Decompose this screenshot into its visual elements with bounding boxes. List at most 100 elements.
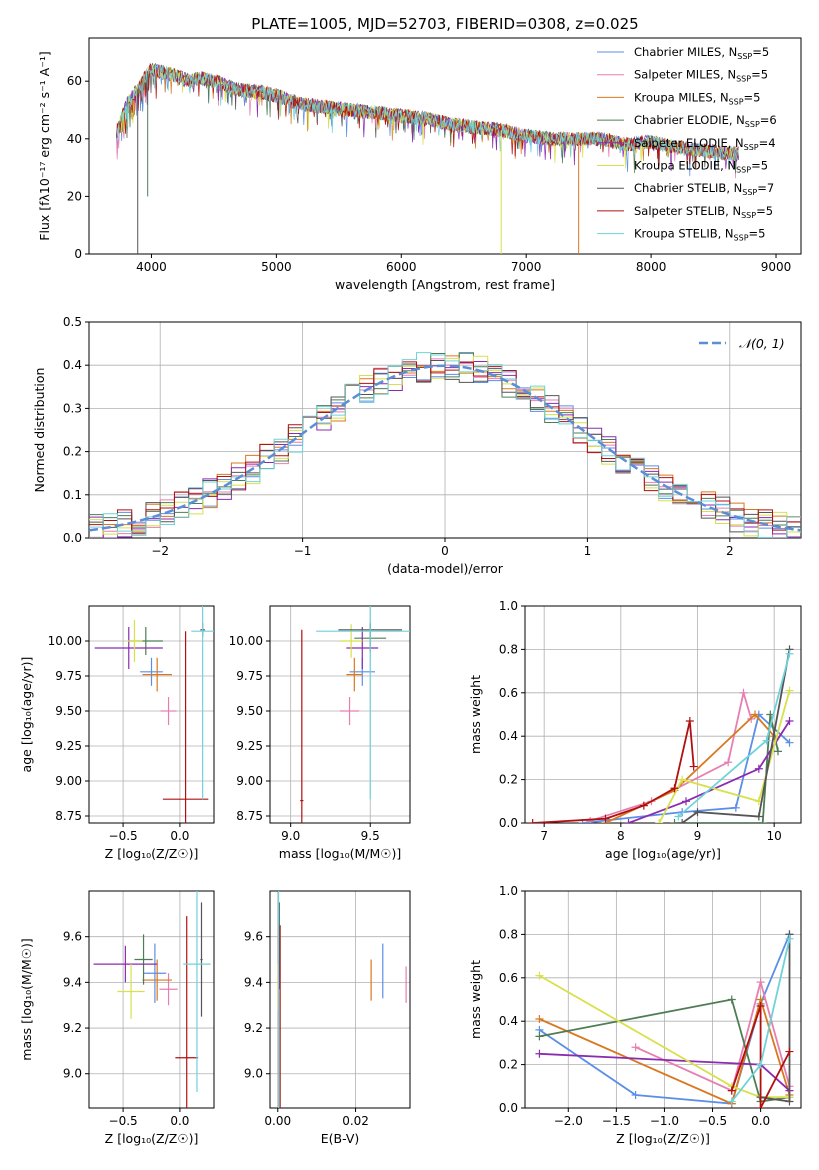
x-tick-label: −2.0 bbox=[554, 1114, 583, 1128]
y-tick-label: 9.50 bbox=[55, 704, 82, 718]
y-axis-label: Normed distribution bbox=[32, 368, 47, 493]
weight-marker bbox=[756, 1002, 765, 1011]
figure-title: PLATE=1005, MJD=52703, FIBERID=0308, z=0… bbox=[251, 15, 638, 33]
axes-frame bbox=[269, 890, 411, 1109]
axes-frame bbox=[524, 890, 802, 1109]
y-tick-label: 0.6 bbox=[499, 686, 518, 700]
x-tick-label: 9.5 bbox=[361, 829, 380, 843]
age-vs-mass-panel: 9.0 9.5 8.75 9.00 9.25 9.50 9.75 10.00 mass [log… bbox=[229, 605, 411, 861]
x-tick-label: 5000 bbox=[261, 260, 292, 274]
axes-frame bbox=[88, 37, 802, 255]
axes-frame bbox=[269, 605, 411, 824]
plot-area bbox=[528, 645, 794, 823]
y-tick-label: 9.2 bbox=[63, 1021, 82, 1035]
x-tick-label: 0.00 bbox=[264, 1114, 291, 1128]
residual-histogram-panel: −2 −1 0 1 2 0.0 0.1 0.2 0.3 0.4 0.5 (data-model)/er… bbox=[32, 315, 802, 576]
x-tick-label: −1 bbox=[294, 544, 312, 558]
plot-area bbox=[89, 352, 801, 538]
x-axis-label: wavelength [Angstrom, rest frame] bbox=[335, 277, 555, 292]
y-tick-label: 0.2 bbox=[499, 1058, 518, 1072]
weight-marker bbox=[670, 784, 679, 793]
y-tick-label: 0.0 bbox=[499, 816, 518, 830]
x-axis-label: age [log₁₀(age/yr)] bbox=[605, 846, 721, 861]
x-tick-label: 7 bbox=[540, 829, 548, 843]
x-tick-label: 8000 bbox=[636, 260, 667, 274]
weight-marker bbox=[535, 971, 544, 980]
weight-line bbox=[730, 1005, 791, 1108]
y-tick-label: 9.4 bbox=[244, 975, 263, 989]
weight-marker bbox=[756, 1104, 765, 1108]
y-axis-label: mass weight bbox=[468, 960, 483, 1039]
legend-entry: 𝒩(0, 1) bbox=[739, 336, 785, 351]
weight-marker bbox=[678, 775, 687, 784]
x-tick-label: 9.0 bbox=[281, 829, 300, 843]
y-axis-label: mass [log₁₀(M/M☉)] bbox=[19, 938, 34, 1060]
weight-marker bbox=[631, 1090, 640, 1099]
weight-marker bbox=[674, 812, 683, 821]
y-axis-label: Flux [fλ10⁻¹⁷ erg cm⁻² s⁻¹ A⁻¹] bbox=[37, 51, 52, 240]
weight-marker bbox=[754, 764, 763, 773]
residual-histogram bbox=[89, 361, 801, 535]
weight-marker bbox=[785, 717, 794, 726]
weight-marker bbox=[727, 995, 736, 1004]
x-tick-label: −0.5 bbox=[109, 1114, 138, 1128]
normal-curve bbox=[89, 364, 801, 532]
weight-marker bbox=[655, 819, 664, 823]
plot-area bbox=[300, 606, 410, 823]
y-tick-label: 10.00 bbox=[229, 634, 263, 648]
weight-vs-age-panel: 7 8 9 10 0.0 0.2 0.4 0.6 0.8 1.0 age [log₁₀(age/yr… bbox=[468, 599, 802, 861]
x-tick-label: 8 bbox=[617, 829, 625, 843]
y-tick-label: 9.0 bbox=[244, 1067, 263, 1081]
y-tick-label: 0.8 bbox=[499, 927, 518, 941]
y-tick-label: 10.00 bbox=[48, 634, 82, 648]
y-tick-label: 9.75 bbox=[236, 669, 263, 683]
y-tick-label: 9.4 bbox=[63, 975, 82, 989]
y-tick-label: 60 bbox=[67, 74, 82, 88]
weight-marker bbox=[693, 808, 702, 817]
x-tick-label: −1.5 bbox=[602, 1114, 631, 1128]
x-tick-label: 0.0 bbox=[751, 1114, 770, 1128]
x-tick-label: 6000 bbox=[386, 260, 417, 274]
y-tick-label: 1.0 bbox=[499, 599, 518, 613]
spectrum-panel: 4000 5000 6000 7000 8000 9000 0 20 40 60 wavelengt… bbox=[37, 37, 802, 292]
weight-marker bbox=[586, 816, 595, 823]
weight-marker bbox=[727, 1086, 736, 1095]
y-tick-label: 9.6 bbox=[63, 930, 82, 944]
y-tick-label: 9.25 bbox=[55, 739, 82, 753]
y-tick-label: 0.5 bbox=[63, 315, 82, 329]
weight-marker bbox=[731, 803, 740, 812]
weight-vs-metallicity-panel: −2.0 −1.5 −1.0 −0.5 0.0 0.0 0.2 0.4 0.6 0.8 1.0 Z [… bbox=[468, 884, 802, 1146]
weight-marker bbox=[535, 1049, 544, 1058]
weight-marker bbox=[727, 1097, 736, 1106]
y-tick-label: 9.50 bbox=[236, 704, 263, 718]
x-axis-label: Z [log₁₀(Z/Z☉)] bbox=[105, 846, 199, 861]
x-tick-label: 0.0 bbox=[170, 829, 189, 843]
weight-marker bbox=[785, 1047, 794, 1056]
legend-entry: Kroupa MILES, NSSP=5 bbox=[634, 90, 760, 106]
x-tick-label: 0 bbox=[441, 544, 449, 558]
x-axis-label: Z [log₁₀(Z/Z☉)] bbox=[105, 1131, 199, 1146]
weight-marker bbox=[785, 1097, 794, 1106]
legend-entry: Chabrier STELIB, NSSP=7 bbox=[634, 181, 774, 197]
y-tick-label: 0.4 bbox=[499, 729, 518, 743]
x-axis-label: (data-model)/error bbox=[387, 561, 504, 576]
x-tick-label: 7000 bbox=[511, 260, 542, 274]
weight-marker bbox=[785, 649, 794, 658]
weight-line bbox=[538, 974, 790, 1099]
weight-marker bbox=[739, 688, 748, 697]
plot-area bbox=[277, 891, 407, 1108]
x-axis-label: mass [log₁₀(M/M☉)] bbox=[279, 846, 401, 861]
x-tick-label: 4000 bbox=[136, 260, 167, 274]
weight-line bbox=[658, 690, 791, 823]
mass-vs-metallicity-panel: −0.5 0.0 9.0 9.2 9.4 9.6 Z [log₁₀(Z/Z☉)] mass [… bbox=[19, 890, 215, 1146]
weight-marker bbox=[724, 758, 733, 767]
y-tick-label: 0.2 bbox=[63, 445, 82, 459]
spectrum-line bbox=[116, 64, 739, 169]
y-axis-label: age [log₁₀(age/yr)] bbox=[19, 657, 34, 773]
legend-entry: Salpeter MILES, NSSP=5 bbox=[634, 68, 768, 84]
legend-entry: Salpeter STELIB, NSSP=5 bbox=[634, 204, 773, 220]
legend-entry: Salpeter ELODIE, NSSP=4 bbox=[634, 136, 776, 152]
y-tick-label: 8.75 bbox=[55, 809, 82, 823]
weight-marker bbox=[535, 1032, 544, 1041]
